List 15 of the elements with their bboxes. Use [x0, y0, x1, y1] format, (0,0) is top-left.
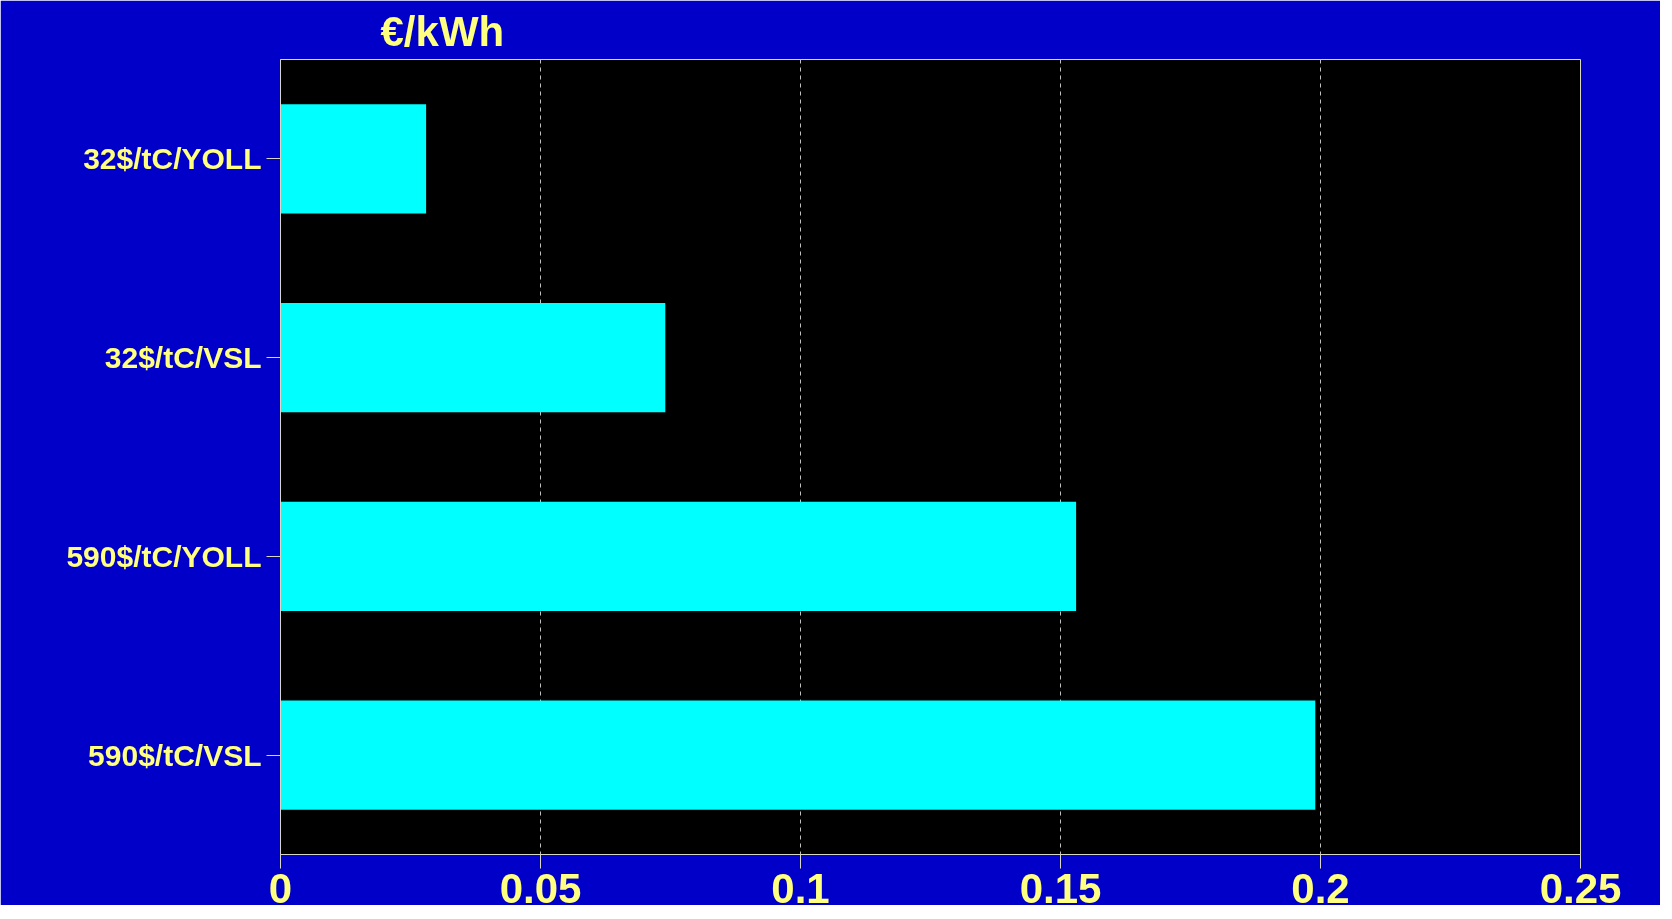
bar — [280, 302, 666, 413]
y-tick-label: 32$/tC/VSL — [104, 341, 262, 375]
x-tick-label: 0.1 — [771, 864, 830, 912]
bar — [280, 104, 427, 214]
x-tick-label: 0.05 — [499, 864, 582, 912]
x-tick-label: 0 — [268, 864, 293, 912]
y-tick-label: 590$/tC/YOLL — [66, 539, 262, 573]
y-tick-label: 32$/tC/YOLL — [83, 142, 262, 176]
x-tick-label: 0.15 — [1019, 864, 1102, 912]
x-tick-label: 0.2 — [1291, 864, 1350, 912]
y-tick-label: 590$/tC/VSL — [88, 738, 262, 772]
x-tick-label: 0.25 — [1539, 864, 1622, 912]
bar — [280, 501, 1077, 612]
chart-title: €/kWh — [380, 7, 505, 55]
bar — [280, 700, 1316, 810]
